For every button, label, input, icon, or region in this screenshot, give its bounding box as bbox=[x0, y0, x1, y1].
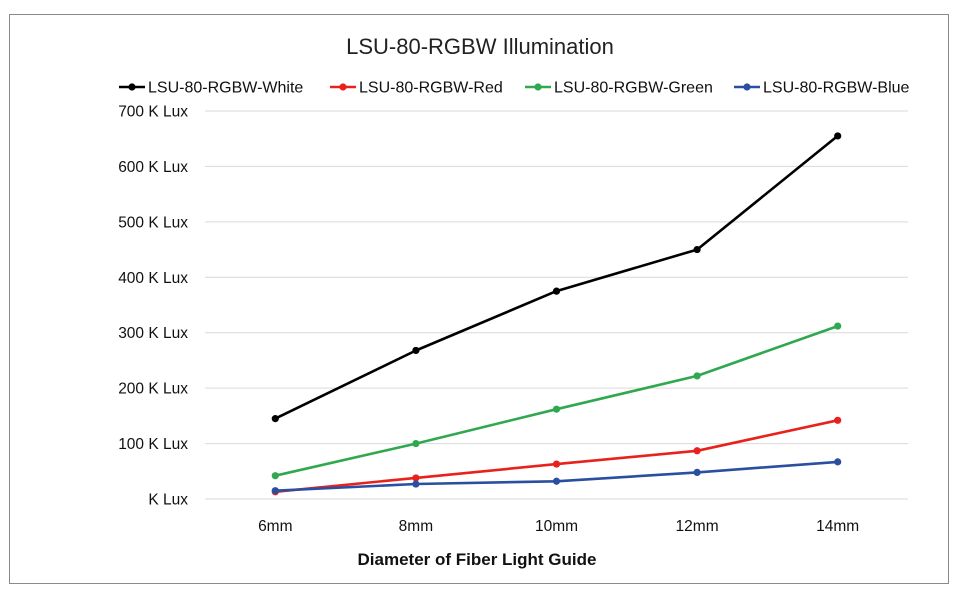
data-point bbox=[834, 132, 842, 140]
x-tick-label: 6mm bbox=[258, 518, 292, 535]
legend-swatch-marker bbox=[339, 83, 347, 91]
series-lsu-80-rgbw-green bbox=[271, 322, 842, 480]
y-tick-label: 600 K Lux bbox=[118, 159, 188, 176]
y-tick-label: 500 K Lux bbox=[118, 214, 188, 231]
series-lsu-80-rgbw-white bbox=[271, 132, 842, 423]
data-point bbox=[552, 477, 561, 485]
data-point bbox=[552, 405, 561, 413]
legend-item: LSU-80-RGBW-Red bbox=[330, 80, 503, 97]
data-point bbox=[412, 439, 420, 448]
data-point bbox=[834, 458, 842, 466]
x-tick-label: 10mm bbox=[535, 518, 578, 535]
data-point bbox=[693, 468, 701, 476]
y-tick-label: 400 K Lux bbox=[118, 270, 188, 287]
y-tick-label: 200 K Lux bbox=[118, 381, 188, 398]
y-tick-label: K Lux bbox=[148, 492, 188, 509]
x-axis-label: Diameter of Fiber Light Guide bbox=[358, 550, 597, 569]
x-tick-labels: 6mm 8mm 10mm 12mm 14mm bbox=[258, 518, 859, 535]
legend-label: LSU-80-RGBW-White bbox=[148, 80, 303, 97]
y-tick-label: 700 K Lux bbox=[118, 104, 188, 121]
data-point bbox=[271, 415, 279, 423]
legend-swatch-marker bbox=[743, 83, 751, 91]
legend-swatch-marker bbox=[534, 83, 542, 91]
data-point bbox=[693, 447, 701, 455]
data-point bbox=[412, 480, 420, 488]
x-tick-label: 8mm bbox=[399, 518, 433, 535]
legend-item: LSU-80-RGBW-Green bbox=[525, 80, 713, 97]
series-layer bbox=[271, 132, 842, 496]
chart-title: LSU-80-RGBW Illumination bbox=[346, 34, 614, 59]
grid-layer bbox=[205, 110, 908, 500]
data-point bbox=[412, 474, 420, 482]
legend-item: LSU-80-RGBW-White bbox=[119, 80, 303, 97]
y-tick-label: 100 K Lux bbox=[118, 436, 188, 453]
legend-label: LSU-80-RGBW-Blue bbox=[763, 80, 910, 97]
y-tick-labels: K Lux 100 K Lux 200 K Lux 300 K Lux 400 K Lu… bbox=[118, 104, 188, 509]
data-point bbox=[834, 322, 842, 330]
data-point bbox=[834, 416, 842, 424]
legend-label: LSU-80-RGBW-Green bbox=[554, 80, 713, 97]
data-point bbox=[412, 346, 420, 355]
data-point bbox=[552, 287, 561, 295]
legend-swatch-marker bbox=[128, 83, 136, 91]
legend-label: LSU-80-RGBW-Red bbox=[359, 80, 503, 97]
series-line bbox=[275, 324, 839, 477]
legend: LSU-80-RGBW-White LSU-80-RGBW-Red LSU-80-R… bbox=[119, 80, 910, 97]
x-tick-label: 14mm bbox=[816, 518, 859, 535]
data-point bbox=[552, 460, 561, 468]
data-point bbox=[693, 372, 701, 380]
y-tick-label: 300 K Lux bbox=[118, 325, 188, 342]
data-point bbox=[271, 487, 279, 495]
series-lsu-80-rgbw-blue bbox=[271, 458, 842, 495]
x-tick-label: 12mm bbox=[676, 518, 719, 535]
data-point bbox=[271, 472, 279, 480]
data-point bbox=[693, 245, 701, 254]
legend-item: LSU-80-RGBW-Blue bbox=[734, 80, 910, 97]
chart-frame bbox=[9, 14, 949, 584]
